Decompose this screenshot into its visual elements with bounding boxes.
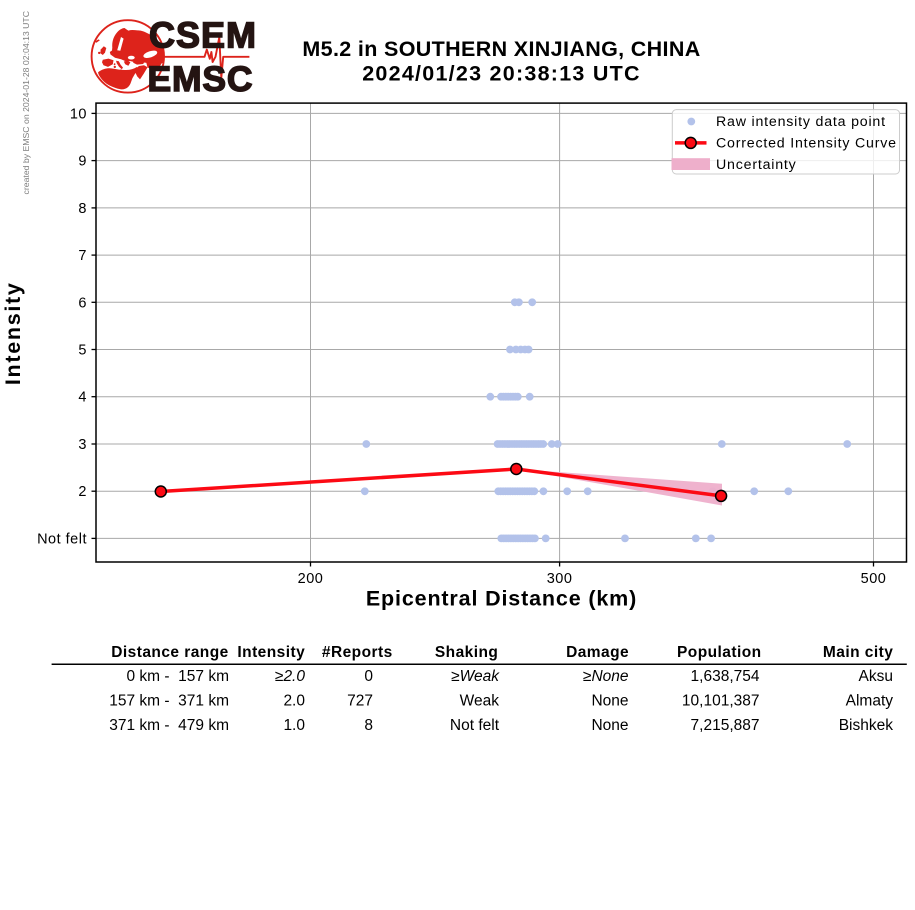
svg-text:Intensity: Intensity [1, 281, 25, 385]
svg-text:2.0: 2.0 [283, 693, 305, 710]
svg-text:500: 500 [861, 571, 887, 587]
svg-text:#Reports: #Reports [322, 644, 393, 661]
svg-text:8: 8 [364, 717, 373, 734]
svg-text:Bishkek: Bishkek [839, 717, 894, 734]
svg-text:200: 200 [298, 571, 324, 587]
svg-text:1,638,754: 1,638,754 [691, 668, 760, 685]
svg-text:Population: Population [677, 644, 762, 661]
svg-text:Epicentral Distance (km): Epicentral Distance (km) [366, 587, 637, 611]
svg-text:7,215,887: 7,215,887 [691, 717, 760, 734]
svg-text:None: None [591, 693, 628, 710]
svg-text:None: None [591, 717, 628, 734]
svg-text:5: 5 [78, 343, 87, 359]
svg-text:157 km - 371 km: 157 km - 371 km [109, 693, 229, 710]
svg-text:6: 6 [78, 295, 87, 311]
svg-text:8: 8 [78, 201, 87, 217]
svg-text:Weak: Weak [460, 693, 500, 710]
svg-text:≥2.0: ≥2.0 [275, 668, 305, 685]
svg-text:Damage: Damage [566, 644, 629, 661]
svg-text:2: 2 [78, 484, 87, 500]
svg-text:Aksu: Aksu [859, 668, 893, 685]
svg-text:M5.2 in SOUTHERN XINJIANG, CHI: M5.2 in SOUTHERN XINJIANG, CHINA [302, 37, 700, 61]
svg-text:Corrected Intensity Curve: Corrected Intensity Curve [716, 136, 897, 152]
svg-text:Shaking: Shaking [435, 644, 498, 661]
svg-text:727: 727 [347, 693, 373, 710]
svg-text:≥None: ≥None [583, 668, 629, 685]
svg-text:Intensity: Intensity [237, 644, 305, 661]
svg-text:Raw intensity data point: Raw intensity data point [716, 114, 886, 130]
svg-text:Distance range: Distance range [111, 644, 228, 661]
svg-text:≥Weak: ≥Weak [451, 668, 500, 685]
svg-text:10,101,387: 10,101,387 [682, 693, 760, 710]
svg-text:0 km - 157 km: 0 km - 157 km [127, 668, 230, 685]
svg-text:Not felt: Not felt [450, 717, 500, 734]
svg-text:10: 10 [70, 106, 87, 122]
svg-text:Almaty: Almaty [846, 693, 894, 710]
svg-text:300: 300 [547, 571, 573, 587]
svg-text:4: 4 [78, 390, 87, 406]
svg-text:3: 3 [78, 437, 87, 453]
svg-text:EMSC: EMSC [148, 59, 254, 99]
svg-text:2024/01/23 20:38:13 UTC: 2024/01/23 20:38:13 UTC [362, 62, 641, 86]
svg-text:created by EMSC on 2024-01-28: created by EMSC on 2024-01-28 02:04:13 U… [21, 11, 31, 195]
svg-text:1.0: 1.0 [283, 717, 305, 734]
svg-text:CSEM: CSEM [149, 14, 257, 55]
svg-text:7: 7 [78, 248, 87, 264]
svg-text:Main city: Main city [823, 644, 893, 661]
svg-text:Uncertainty: Uncertainty [716, 157, 797, 173]
svg-text:9: 9 [78, 154, 87, 170]
svg-text:371 km - 479 km: 371 km - 479 km [109, 717, 229, 734]
svg-text:0: 0 [364, 668, 373, 685]
svg-text:Not felt: Not felt [37, 531, 87, 547]
